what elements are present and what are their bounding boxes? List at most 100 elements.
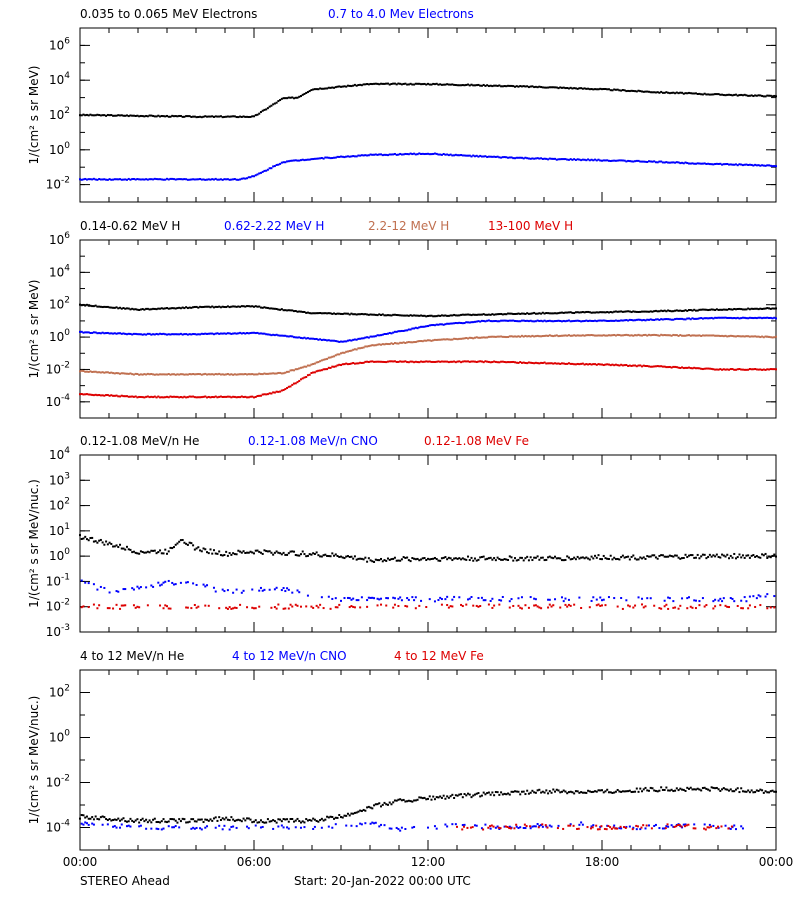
data-point xyxy=(338,814,341,817)
data-point xyxy=(343,312,346,315)
data-point xyxy=(392,342,395,345)
data-point xyxy=(731,597,734,600)
data-point xyxy=(472,84,475,87)
data-point xyxy=(599,558,602,561)
data-point xyxy=(684,309,687,312)
data-point xyxy=(768,94,771,97)
data-point xyxy=(230,115,233,118)
data-point xyxy=(152,333,155,336)
data-point xyxy=(98,818,101,821)
data-point xyxy=(595,363,598,366)
data-point xyxy=(91,114,94,117)
data-point xyxy=(501,313,504,316)
data-point xyxy=(658,607,661,610)
data-point xyxy=(456,314,459,317)
data-point xyxy=(92,114,95,117)
data-point xyxy=(270,820,273,823)
data-point xyxy=(112,332,115,335)
data-point xyxy=(380,823,383,826)
data-point xyxy=(320,826,323,829)
data-point xyxy=(670,555,673,558)
data-point xyxy=(529,556,532,559)
data-point xyxy=(705,93,708,96)
data-point xyxy=(741,335,744,338)
data-point xyxy=(757,164,760,167)
data-point xyxy=(258,172,261,175)
data-point xyxy=(496,335,499,338)
data-point xyxy=(287,827,290,830)
data-point xyxy=(714,163,717,166)
data-point xyxy=(122,395,125,398)
data-point xyxy=(169,395,172,398)
data-point xyxy=(554,312,557,315)
data-point xyxy=(628,318,631,321)
data-point xyxy=(514,361,516,364)
data-point xyxy=(675,787,678,790)
data-point xyxy=(726,553,729,556)
data-point xyxy=(566,319,569,322)
data-point xyxy=(679,317,682,320)
data-point xyxy=(159,821,162,824)
data-point xyxy=(446,360,449,363)
data-point xyxy=(446,604,449,607)
data-point xyxy=(663,555,666,558)
data-point xyxy=(334,340,337,343)
data-point xyxy=(192,178,195,181)
data-point xyxy=(654,789,657,792)
data-point xyxy=(660,309,663,312)
data-point xyxy=(298,95,301,98)
data-point xyxy=(607,319,610,322)
data-point xyxy=(418,152,421,155)
data-point xyxy=(487,360,490,363)
data-point xyxy=(390,558,393,561)
series-1-1 xyxy=(79,82,777,119)
data-point xyxy=(701,317,704,320)
data-point xyxy=(181,333,184,336)
data-point xyxy=(395,330,398,333)
data-point xyxy=(439,338,442,341)
data-point xyxy=(764,335,767,338)
data-point xyxy=(216,178,219,181)
data-point xyxy=(366,605,369,608)
data-point xyxy=(251,821,254,824)
data-point xyxy=(597,363,600,366)
data-point xyxy=(508,825,511,828)
data-point xyxy=(489,84,492,87)
data-point xyxy=(628,364,631,367)
data-point xyxy=(639,556,642,559)
data-point xyxy=(507,156,510,159)
data-point xyxy=(164,820,167,823)
data-point xyxy=(451,360,454,363)
data-point xyxy=(380,360,383,363)
data-point xyxy=(366,560,369,563)
data-point xyxy=(409,360,412,363)
data-point xyxy=(393,313,396,316)
data-point xyxy=(263,821,266,824)
data-point xyxy=(743,93,746,96)
data-point xyxy=(708,553,711,556)
data-point xyxy=(597,311,600,314)
data-point xyxy=(99,371,102,374)
data-point xyxy=(616,605,619,608)
data-point xyxy=(246,606,249,609)
data-point xyxy=(468,793,471,796)
data-point xyxy=(341,85,344,88)
data-point xyxy=(237,549,240,552)
data-point xyxy=(247,332,250,335)
data-point xyxy=(138,606,141,609)
data-point xyxy=(435,360,438,363)
data-point xyxy=(423,796,426,799)
data-point xyxy=(167,115,170,118)
data-point xyxy=(232,552,235,555)
data-point xyxy=(181,115,184,118)
data-point xyxy=(239,178,242,181)
data-point xyxy=(275,390,278,393)
data-point xyxy=(602,364,605,367)
data-point xyxy=(82,303,85,306)
data-point xyxy=(444,823,447,826)
data-point xyxy=(320,596,323,599)
data-point xyxy=(240,305,243,308)
data-point xyxy=(326,87,329,90)
data-point xyxy=(467,598,470,601)
